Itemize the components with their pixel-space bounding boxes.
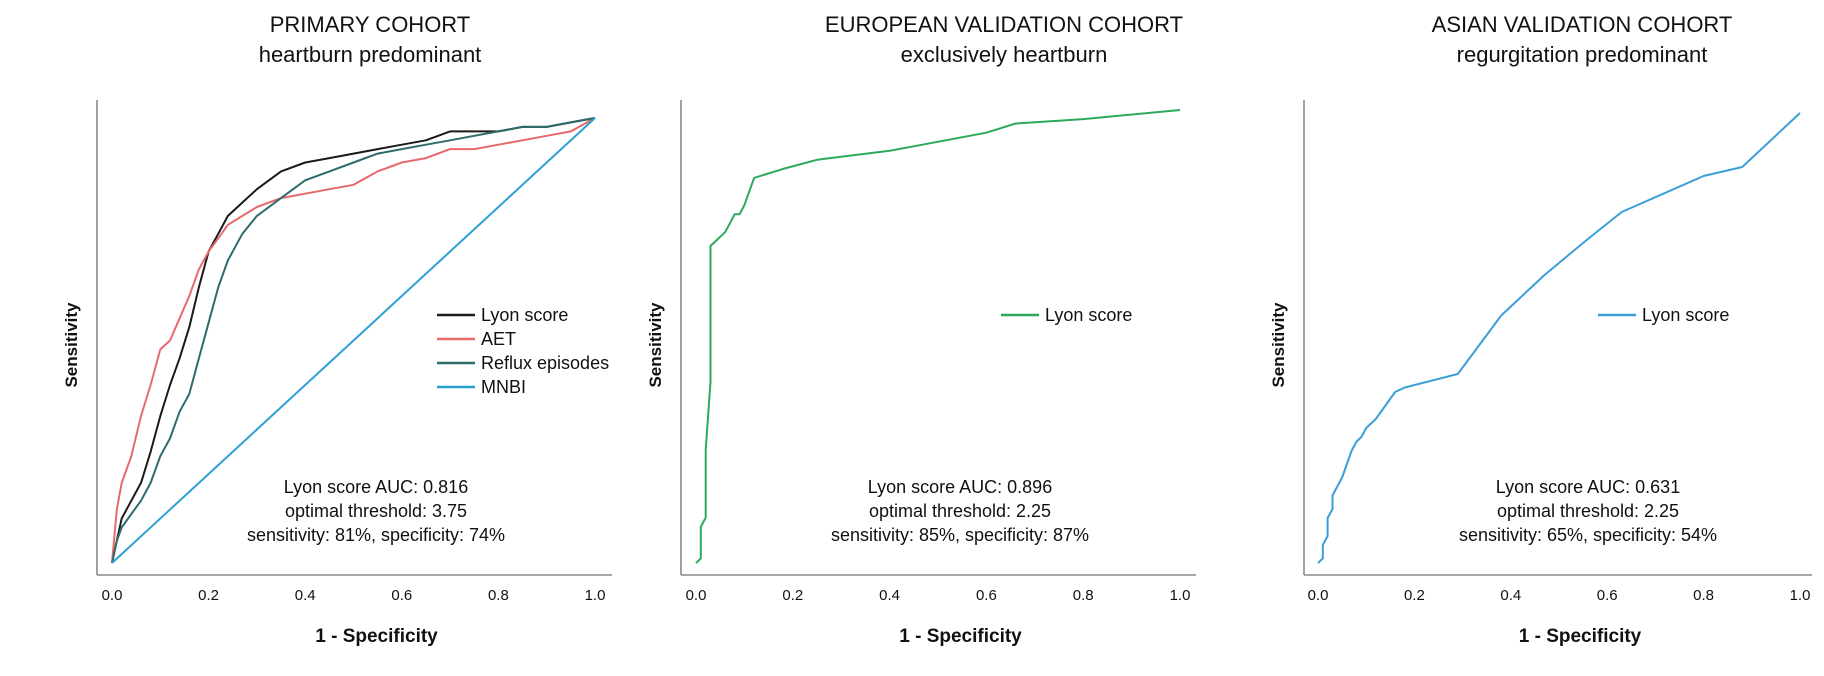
series-line-1 [111, 117, 596, 564]
panel-title: ASIAN VALIDATION COHORT [1432, 12, 1733, 37]
legend-label-0: Lyon score [1642, 305, 1729, 325]
annotation-line-0: Lyon score AUC: 0.816 [284, 477, 468, 497]
x-tick-label: 0.0 [686, 587, 707, 604]
series-line-3 [111, 117, 596, 564]
series-line-0 [1317, 112, 1801, 564]
x-tick-label: 0.0 [102, 587, 123, 604]
x-tick-label: 1.0 [585, 587, 606, 604]
panel-title: PRIMARY COHORT [270, 12, 470, 37]
annotation-line-1: optimal threshold: 3.75 [285, 501, 467, 521]
x-tick-label: 0.2 [1404, 587, 1425, 604]
panel-subtitle: regurgitation predominant [1457, 42, 1708, 67]
series-line-0 [111, 117, 596, 564]
panel-subtitle: heartburn predominant [259, 42, 482, 67]
legend: Lyon score [1598, 305, 1729, 325]
legend-label-0: Lyon score [481, 305, 568, 325]
annotation-line-2: sensitivity: 81%, specificity: 74% [247, 525, 505, 545]
legend: Lyon score [1001, 305, 1132, 325]
x-tick-label: 0.6 [391, 587, 412, 604]
annotation-line-0: Lyon score AUC: 0.896 [868, 477, 1052, 497]
x-axis-label: 1 - Specificity [315, 626, 438, 647]
annotation-line-2: sensitivity: 85%, specificity: 87% [831, 525, 1089, 545]
y-axis-label: Sensitivity [62, 302, 81, 388]
legend-label-1: AET [481, 329, 516, 349]
x-tick-label: 0.2 [198, 587, 219, 604]
x-tick-label: 0.8 [488, 587, 509, 604]
x-tick-label: 0.6 [976, 587, 997, 604]
roc-panel-0: PRIMARY COHORT heartburn predominant 0.0 0.… [62, 12, 612, 647]
legend-label-3: MNBI [481, 377, 526, 397]
x-axis-label: 1 - Specificity [899, 626, 1022, 647]
x-tick-label: 0.4 [879, 587, 900, 604]
x-axis-label: 1 - Specificity [1519, 626, 1642, 647]
series-line-0 [695, 109, 1181, 564]
legend-label-2: Reflux episodes [481, 353, 609, 373]
x-tick-label: 0.6 [1597, 587, 1618, 604]
x-tick-label: 1.0 [1170, 587, 1191, 604]
series-line-2 [111, 117, 596, 564]
x-tick-label: 0.8 [1073, 587, 1094, 604]
x-tick-label: 0.8 [1693, 587, 1714, 604]
panel-subtitle: exclusively heartburn [901, 42, 1108, 67]
y-axis-label: Sensitivity [646, 302, 665, 388]
annotation-line-1: optimal threshold: 2.25 [1497, 501, 1679, 521]
annotation-line-2: sensitivity: 65%, specificity: 54% [1459, 525, 1717, 545]
x-tick-label: 1.0 [1790, 587, 1811, 604]
panel-title: EUROPEAN VALIDATION COHORT [825, 12, 1183, 37]
y-axis-label: Sensitivity [1269, 302, 1288, 388]
x-tick-label: 0.4 [1500, 587, 1521, 604]
x-tick-label: 0.2 [782, 587, 803, 604]
annotation-line-1: optimal threshold: 2.25 [869, 501, 1051, 521]
legend-label-0: Lyon score [1045, 305, 1132, 325]
roc-panel-1: EUROPEAN VALIDATION COHORT exclusively he… [646, 12, 1196, 647]
x-tick-label: 0.0 [1308, 587, 1329, 604]
roc-panel-2: ASIAN VALIDATION COHORT regurgitation pre… [1269, 12, 1812, 647]
x-tick-label: 0.4 [295, 587, 316, 604]
legend: Lyon score AET Reflux episodes MNBI [437, 305, 609, 397]
annotation-line-0: Lyon score AUC: 0.631 [1496, 477, 1680, 497]
